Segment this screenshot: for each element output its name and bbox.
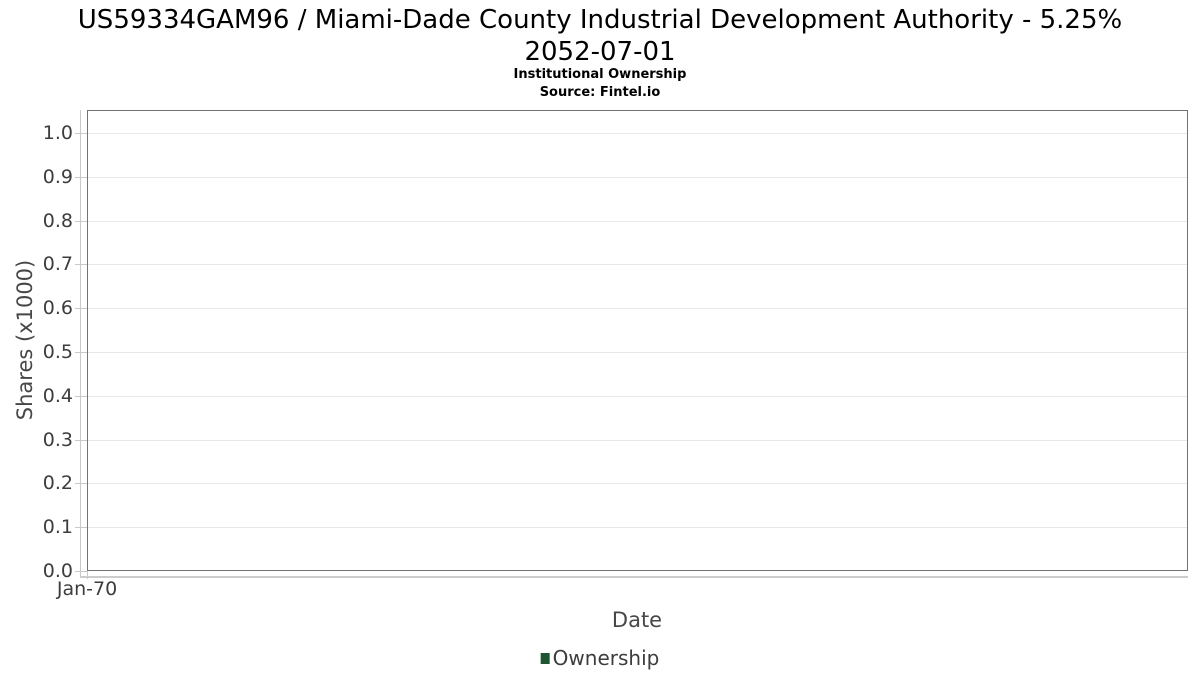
gridline-y-1.0 <box>88 133 1187 134</box>
y-tick-label-0.4: 0.4 <box>42 385 73 407</box>
y-tick-mark-0.3 <box>75 440 87 441</box>
y-tick-mark-1.0 <box>75 133 87 134</box>
y-tick-mark-0.7 <box>75 264 87 265</box>
gridline-y-0.9 <box>88 177 1187 178</box>
gridline-y-0.3 <box>88 440 1187 441</box>
chart-title-line2: 2052-07-01 <box>524 37 676 67</box>
y-tick-mark-0.1 <box>75 527 87 528</box>
y-tick-label-0.7: 0.7 <box>42 253 73 275</box>
y-tick-label-0.9: 0.9 <box>42 166 73 188</box>
gridline-y-0.1 <box>88 527 1187 528</box>
chart-title-line1: US59334GAM96 / Miami-Dade County Industr… <box>77 5 1123 35</box>
legend: Ownership <box>540 646 660 670</box>
y-tick-label-1.0: 1.0 <box>42 122 73 144</box>
y-tick-mark-0.9 <box>75 177 87 178</box>
gridline-y-0.5 <box>88 352 1187 353</box>
x-axis-title: Date <box>611 608 663 632</box>
y-tick-label-0.2: 0.2 <box>42 472 73 494</box>
y-tick-mark-0.5 <box>75 352 87 353</box>
chart-title: US59334GAM96 / Miami-Dade County Industr… <box>0 4 1200 68</box>
y-tick-mark-0.8 <box>75 221 87 222</box>
y-tick-label-0.0: 0.0 <box>42 560 73 582</box>
chart-source-credit: Source: Fintel.io <box>539 85 661 100</box>
y-tick-label-0.3: 0.3 <box>42 429 73 451</box>
plot-area <box>87 110 1188 571</box>
gridline-y-0.2 <box>88 483 1187 484</box>
gridline-y-0.7 <box>88 264 1187 265</box>
y-tick-mark-0.2 <box>75 483 87 484</box>
legend-label-ownership: Ownership <box>552 646 660 670</box>
y-tick-label-0.1: 0.1 <box>42 516 73 538</box>
y-tick-label-0.5: 0.5 <box>42 341 73 363</box>
y-tick-mark-0.4 <box>75 396 87 397</box>
y-axis-line <box>80 110 81 577</box>
chart-subtitle: Institutional Ownership <box>513 67 687 82</box>
gridline-y-0.6 <box>88 308 1187 309</box>
y-tick-label-0.6: 0.6 <box>42 297 73 319</box>
y-tick-mark-0.6 <box>75 308 87 309</box>
y-tick-mark-0.0 <box>75 571 87 572</box>
y-tick-label-0.8: 0.8 <box>42 210 73 232</box>
x-tick-mark <box>87 571 88 579</box>
x-axis-line <box>80 576 1188 578</box>
gridline-y-0.8 <box>88 221 1187 222</box>
x-tick-label: Jan-70 <box>56 578 118 600</box>
gridline-y-0.4 <box>88 396 1187 397</box>
legend-swatch-ownership <box>540 652 550 664</box>
